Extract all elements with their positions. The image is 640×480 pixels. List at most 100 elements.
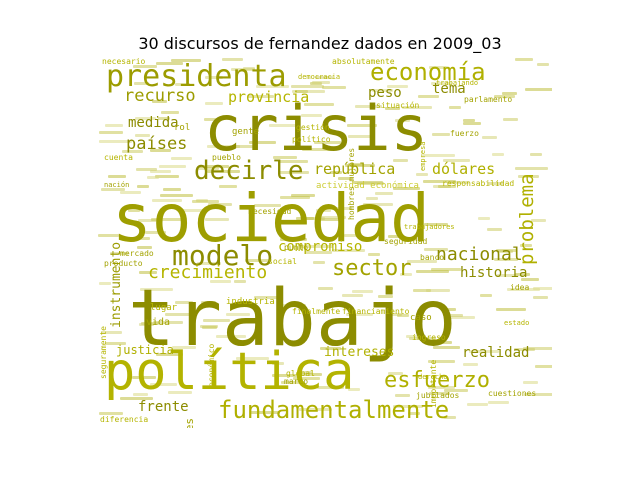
- filler-word-mark: [428, 386, 455, 389]
- word-paises: países: [126, 134, 188, 154]
- filler-word-mark: [204, 118, 219, 121]
- filler-word-mark: [233, 145, 257, 148]
- word-fuerzo: fuerzo: [450, 129, 479, 138]
- filler-word-mark: [197, 262, 221, 265]
- word-social: social: [268, 257, 297, 266]
- filler-word-mark: [99, 282, 111, 285]
- word-responsabilidad: responsabilidad: [442, 179, 515, 188]
- filler-word-mark: [345, 164, 375, 167]
- filler-word-mark: [409, 337, 436, 340]
- word-realidad: realidad: [462, 345, 530, 361]
- word-peso: peso: [368, 85, 402, 101]
- word-situacion: situación: [376, 101, 420, 110]
- filler-word-mark: [135, 117, 156, 120]
- filler-word-mark: [428, 360, 455, 363]
- filler-word-mark: [202, 326, 217, 329]
- filler-word-mark: [134, 82, 149, 85]
- filler-word-mark: [315, 76, 333, 79]
- word-politico: político: [292, 135, 331, 144]
- word-producto: producto: [104, 259, 143, 268]
- filler-word-mark: [387, 85, 408, 88]
- filler-word-mark: [423, 180, 456, 183]
- word-banco: banco: [420, 253, 445, 262]
- filler-word-mark: [372, 89, 393, 92]
- filler-word-mark: [278, 160, 308, 163]
- filler-word-mark: [317, 386, 344, 389]
- word-pueblo: pueblo: [212, 153, 241, 162]
- filler-word-mark: [494, 258, 518, 261]
- filler-word-mark: [250, 411, 280, 414]
- filler-word-mark: [132, 376, 156, 379]
- filler-word-mark: [533, 287, 552, 290]
- filler-word-mark: [431, 268, 461, 271]
- filler-word-mark: [497, 274, 518, 277]
- filler-word-mark: [137, 185, 149, 188]
- filler-word-mark: [300, 371, 312, 374]
- filler-word-mark: [304, 103, 334, 106]
- filler-word-mark: [163, 188, 181, 191]
- word-sectores: sectores: [183, 418, 196, 428]
- filler-word-mark: [292, 90, 325, 93]
- filler-word-mark: [318, 287, 333, 290]
- filler-word-mark: [407, 260, 437, 263]
- word-diferencia: diferencia: [100, 415, 149, 424]
- filler-word-mark: [422, 154, 455, 157]
- word-nacional: nacional: [436, 244, 523, 265]
- filler-word-mark: [120, 191, 141, 194]
- filler-word-mark: [363, 203, 393, 206]
- filler-word-mark: [168, 391, 192, 394]
- filler-word-mark: [503, 118, 518, 121]
- filler-word-mark: [424, 248, 448, 251]
- filler-word-mark: [520, 244, 532, 247]
- filler-word-mark: [254, 296, 278, 299]
- word-frente: frente: [138, 399, 189, 415]
- word-marco: marco: [284, 377, 309, 386]
- filler-word-mark: [99, 140, 132, 143]
- filler-word-mark: [301, 114, 322, 117]
- word-gente: gente: [232, 127, 260, 137]
- filler-word-mark: [304, 217, 325, 220]
- word-absolutamente: absolutamente: [332, 58, 395, 66]
- filler-word-mark: [488, 182, 503, 185]
- filler-word-mark: [444, 389, 468, 392]
- word-politica: política: [104, 342, 355, 402]
- word-ingreso: ingreso: [412, 333, 446, 342]
- filler-word-mark: [171, 59, 201, 62]
- filler-word-mark: [165, 313, 192, 316]
- filler-word-mark: [245, 259, 269, 262]
- filler-word-mark: [108, 175, 126, 178]
- filler-word-mark: [110, 252, 128, 255]
- filler-word-mark: [492, 153, 504, 156]
- filler-word-mark: [402, 106, 432, 109]
- filler-word-mark: [514, 348, 535, 351]
- word-global: global: [286, 369, 315, 378]
- word-crisis: crisis: [204, 92, 428, 165]
- filler-word-mark: [208, 203, 232, 206]
- word-intereses: intereses: [324, 345, 395, 360]
- word-trabajando: trabajando: [436, 79, 479, 87]
- filler-word-mark: [397, 314, 409, 317]
- filler-word-mark: [431, 82, 452, 85]
- filler-word-mark: [352, 290, 373, 293]
- word-recurso: recurso: [124, 86, 196, 106]
- filler-word-mark: [147, 176, 159, 179]
- filler-word-mark: [137, 246, 152, 249]
- filler-word-mark: [234, 280, 246, 283]
- filler-word-mark: [296, 90, 308, 93]
- filler-word-mark: [316, 216, 346, 219]
- filler-word-mark: [316, 218, 340, 221]
- filler-word-mark: [413, 289, 431, 292]
- filler-word-mark: [175, 83, 190, 86]
- filler-word-mark: [122, 150, 143, 153]
- word-hombres-mujeres: hombres mujeres: [347, 147, 356, 220]
- filler-word-mark: [226, 313, 250, 316]
- word-rol: rol: [174, 123, 191, 133]
- word-necesidad: necesidad: [248, 207, 292, 216]
- filler-word-mark: [408, 412, 420, 415]
- filler-word-mark: [138, 219, 159, 222]
- word-nacion: nación: [104, 181, 130, 189]
- filler-word-mark: [494, 95, 515, 98]
- word-idea: idea: [510, 283, 530, 292]
- word-finalmente: finalmente: [292, 307, 341, 316]
- filler-word-mark: [530, 153, 542, 156]
